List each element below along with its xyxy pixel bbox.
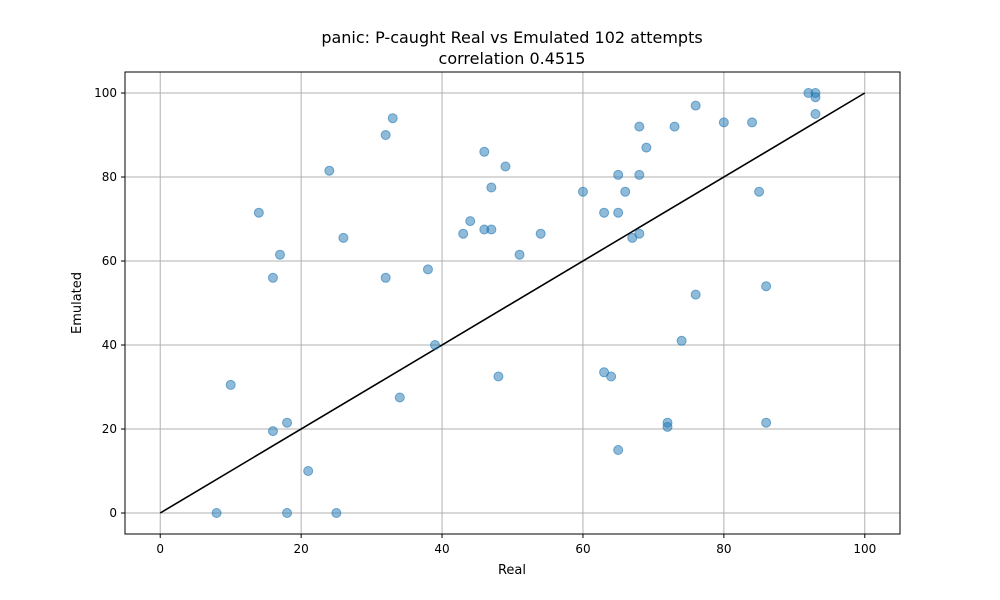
- scatter-point: [718, 117, 729, 128]
- scatter-point: [465, 216, 476, 227]
- scatter-point: [380, 130, 391, 140]
- y-tick-label: 60: [102, 254, 117, 268]
- scatter-point: [535, 228, 546, 239]
- scatter-point: [669, 121, 680, 132]
- scatter-point: [282, 508, 293, 518]
- x-tick-label: 40: [434, 542, 449, 556]
- scatter-point: [599, 207, 610, 218]
- scatter-point: [458, 228, 469, 239]
- chart-title: panic: P-caught Real vs Emulated 102 att…: [321, 28, 702, 47]
- scatter-point: [331, 508, 342, 518]
- scatter-point: [253, 207, 264, 218]
- scatter-point: [690, 289, 701, 300]
- grid-lines: [125, 72, 900, 534]
- scatter-point: [394, 392, 405, 403]
- y-tick-label: 40: [102, 338, 117, 352]
- scatter-point: [479, 146, 490, 157]
- scatter-point: [500, 161, 511, 172]
- scatter-point: [493, 371, 504, 382]
- scatter-point: [662, 421, 673, 432]
- scatter-point: [676, 335, 687, 346]
- scatter-point: [613, 169, 624, 180]
- scatter-point: [810, 92, 821, 103]
- x-tick-label: 60: [575, 542, 590, 556]
- scatter-point: [211, 508, 222, 518]
- scatter-point: [486, 224, 497, 235]
- scatter-point: [422, 264, 433, 275]
- y-tick-label: 0: [109, 506, 117, 520]
- x-axis-label: Real: [498, 563, 526, 578]
- y-tick-label: 100: [94, 86, 117, 100]
- scatter-point: [303, 466, 314, 476]
- scatter-point: [761, 281, 772, 292]
- plot-frame: [124, 71, 901, 535]
- scatter-point: [747, 117, 758, 128]
- scatter-point: [225, 379, 236, 390]
- scatter-point: [275, 249, 285, 260]
- scatter-point: [486, 182, 497, 193]
- y-axis-label: Emulated: [70, 272, 85, 334]
- axis-ticks: 0 20 40 60 80 100 0 20 40 60 80 100: [94, 86, 876, 556]
- scatter-point: [810, 109, 821, 119]
- scatter-point: [761, 417, 772, 428]
- scatter-point: [613, 445, 624, 455]
- scatter-point: [282, 417, 293, 428]
- scatter-point: [267, 272, 278, 283]
- scatter-point: [387, 113, 398, 124]
- scatter-point: [690, 100, 701, 111]
- scatter-point: [514, 249, 525, 260]
- identity-reference-line: [159, 92, 866, 514]
- scatter-point: [324, 165, 335, 176]
- scatter-point: [267, 426, 278, 437]
- scatter-point: [634, 228, 645, 239]
- x-tick-label: 80: [716, 542, 731, 556]
- chart-subtitle: correlation 0.4515: [439, 49, 586, 68]
- scatter-point: [620, 186, 631, 197]
- y-tick-label: 20: [102, 422, 117, 436]
- y-tick-label: 80: [102, 170, 117, 184]
- reference-line-layer: [159, 92, 866, 514]
- scatter-point: [641, 142, 652, 153]
- x-tick-label: 100: [853, 542, 876, 556]
- scatter-point: [430, 340, 440, 350]
- scatter-point: [380, 272, 391, 283]
- scatter-point: [338, 232, 349, 243]
- scatter-point: [634, 169, 645, 180]
- x-tick-label: 0: [156, 542, 164, 556]
- scatter-point: [754, 186, 765, 197]
- scatter-point: [613, 207, 624, 218]
- scatter-point: [634, 121, 645, 132]
- scatter-point: [577, 186, 588, 197]
- scatter-point: [606, 371, 617, 382]
- x-tick-label: 20: [293, 542, 308, 556]
- data-points: [211, 88, 821, 518]
